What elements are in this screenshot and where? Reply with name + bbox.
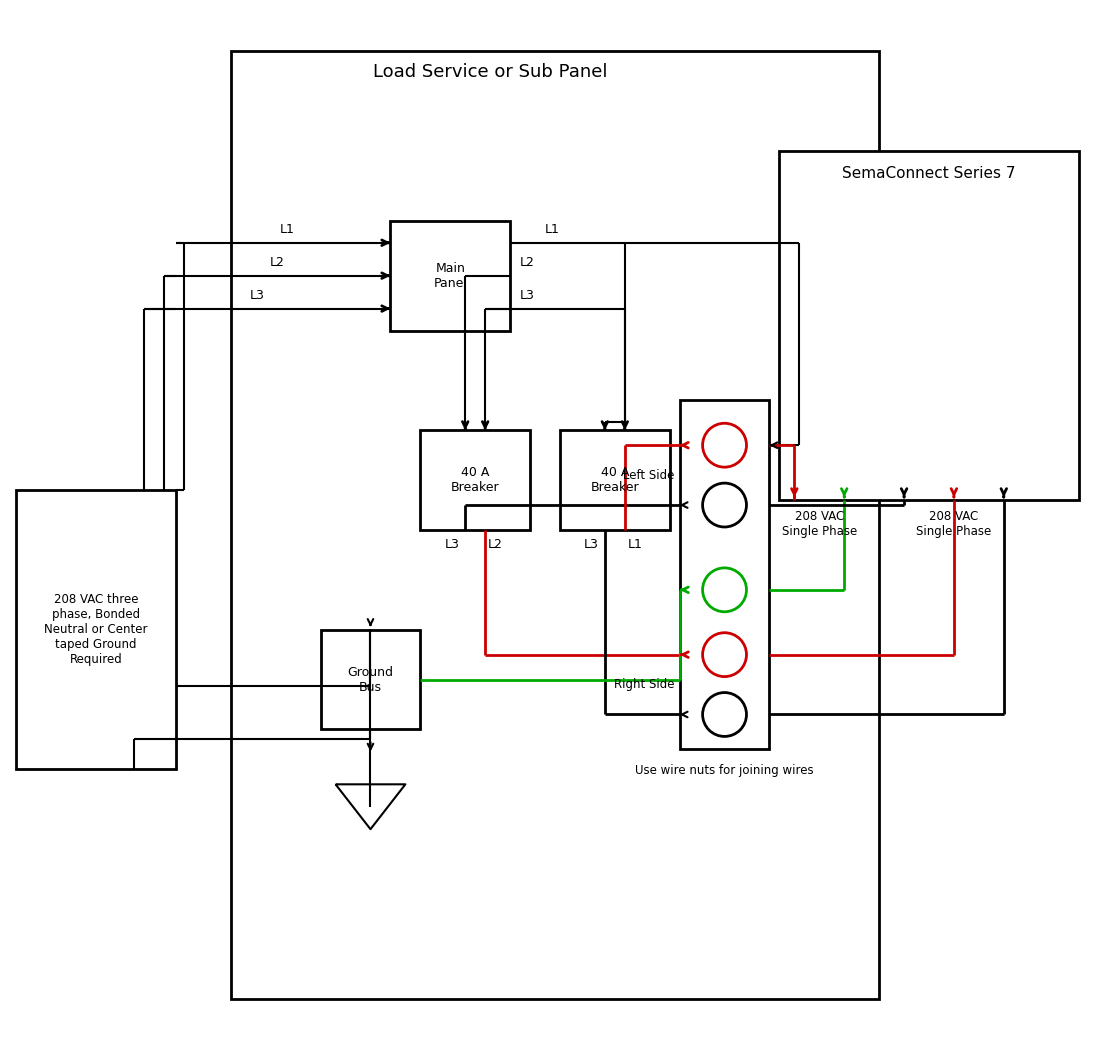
Bar (780, 151, 1079, 500)
Text: Right Side: Right Side (614, 678, 674, 691)
Text: 40 A
Breaker: 40 A Breaker (451, 466, 499, 495)
Text: L3: L3 (584, 538, 598, 551)
Circle shape (703, 693, 747, 736)
Bar (420, 430, 530, 530)
Text: L1: L1 (279, 223, 295, 236)
Text: Load Service or Sub Panel: Load Service or Sub Panel (373, 63, 607, 81)
Text: L2: L2 (520, 256, 535, 269)
Text: L1: L1 (628, 538, 642, 551)
Circle shape (703, 568, 747, 612)
Bar (680, 400, 769, 750)
Bar (560, 430, 670, 530)
Text: 208 VAC
Single Phase: 208 VAC Single Phase (782, 510, 857, 538)
Text: L1: L1 (544, 223, 560, 236)
Text: 208 VAC three
phase, Bonded
Neutral or Center
taped Ground
Required: 208 VAC three phase, Bonded Neutral or C… (44, 593, 148, 666)
Bar (320, 630, 420, 730)
Text: 40 A
Breaker: 40 A Breaker (591, 466, 639, 495)
Text: Ground
Bus: Ground Bus (348, 666, 394, 694)
Bar (390, 220, 510, 331)
Text: SemaConnect Series 7: SemaConnect Series 7 (843, 166, 1015, 181)
Text: L3: L3 (520, 289, 535, 301)
Circle shape (703, 633, 747, 676)
Bar (231, 51, 879, 999)
Text: L3: L3 (250, 289, 265, 301)
Text: Use wire nuts for joining wires: Use wire nuts for joining wires (635, 764, 814, 777)
Text: Left Side: Left Side (624, 468, 674, 482)
Circle shape (703, 483, 747, 527)
Text: L2: L2 (488, 538, 503, 551)
Bar (16, 490, 176, 770)
Circle shape (703, 423, 747, 467)
Text: Main
Panel: Main Panel (433, 261, 468, 290)
Text: 208 VAC
Single Phase: 208 VAC Single Phase (916, 510, 991, 538)
Text: L2: L2 (270, 256, 285, 269)
Text: L3: L3 (444, 538, 459, 551)
